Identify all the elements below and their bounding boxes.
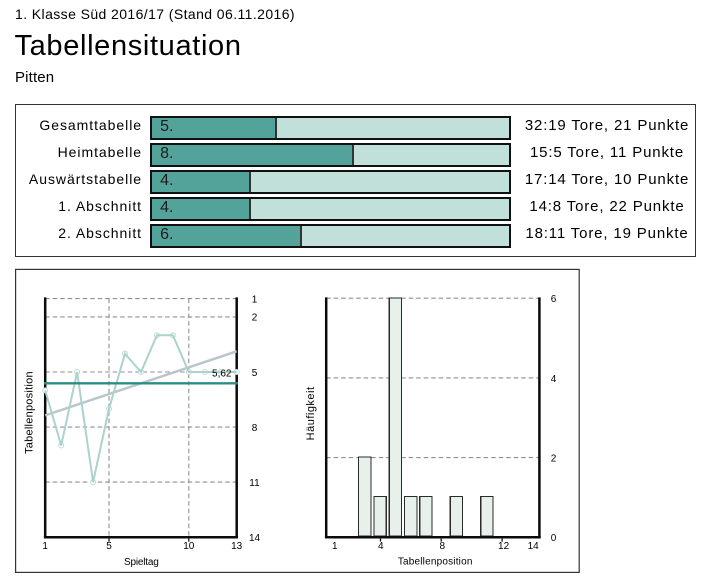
- svg-text:Tabellenposition: Tabellenposition: [398, 557, 473, 568]
- svg-text:8: 8: [252, 423, 258, 434]
- svg-text:1: 1: [42, 541, 48, 552]
- svg-text:5: 5: [252, 368, 258, 379]
- svg-text:Spieltag: Spieltag: [124, 557, 159, 568]
- svg-text:13: 13: [231, 541, 243, 552]
- svg-text:2: 2: [252, 313, 258, 324]
- svg-text:8: 8: [440, 541, 446, 552]
- svg-text:4: 4: [551, 374, 557, 385]
- svg-text:6: 6: [551, 294, 557, 305]
- svg-text:Häufigkeit: Häufigkeit: [305, 386, 317, 440]
- svg-text:Tabellenposition: Tabellenposition: [23, 371, 35, 454]
- svg-text:4: 4: [378, 541, 384, 552]
- svg-text:10: 10: [183, 541, 195, 552]
- svg-text:14: 14: [528, 541, 540, 552]
- svg-text:12: 12: [498, 541, 510, 552]
- svg-text:1: 1: [252, 294, 258, 305]
- svg-text:2: 2: [551, 454, 557, 465]
- svg-text:1: 1: [332, 541, 338, 552]
- svg-text:5: 5: [106, 541, 112, 552]
- svg-text:0: 0: [551, 533, 557, 544]
- svg-text:14: 14: [249, 533, 261, 544]
- svg-text:5,62: 5,62: [212, 369, 232, 380]
- svg-text:11: 11: [249, 478, 260, 489]
